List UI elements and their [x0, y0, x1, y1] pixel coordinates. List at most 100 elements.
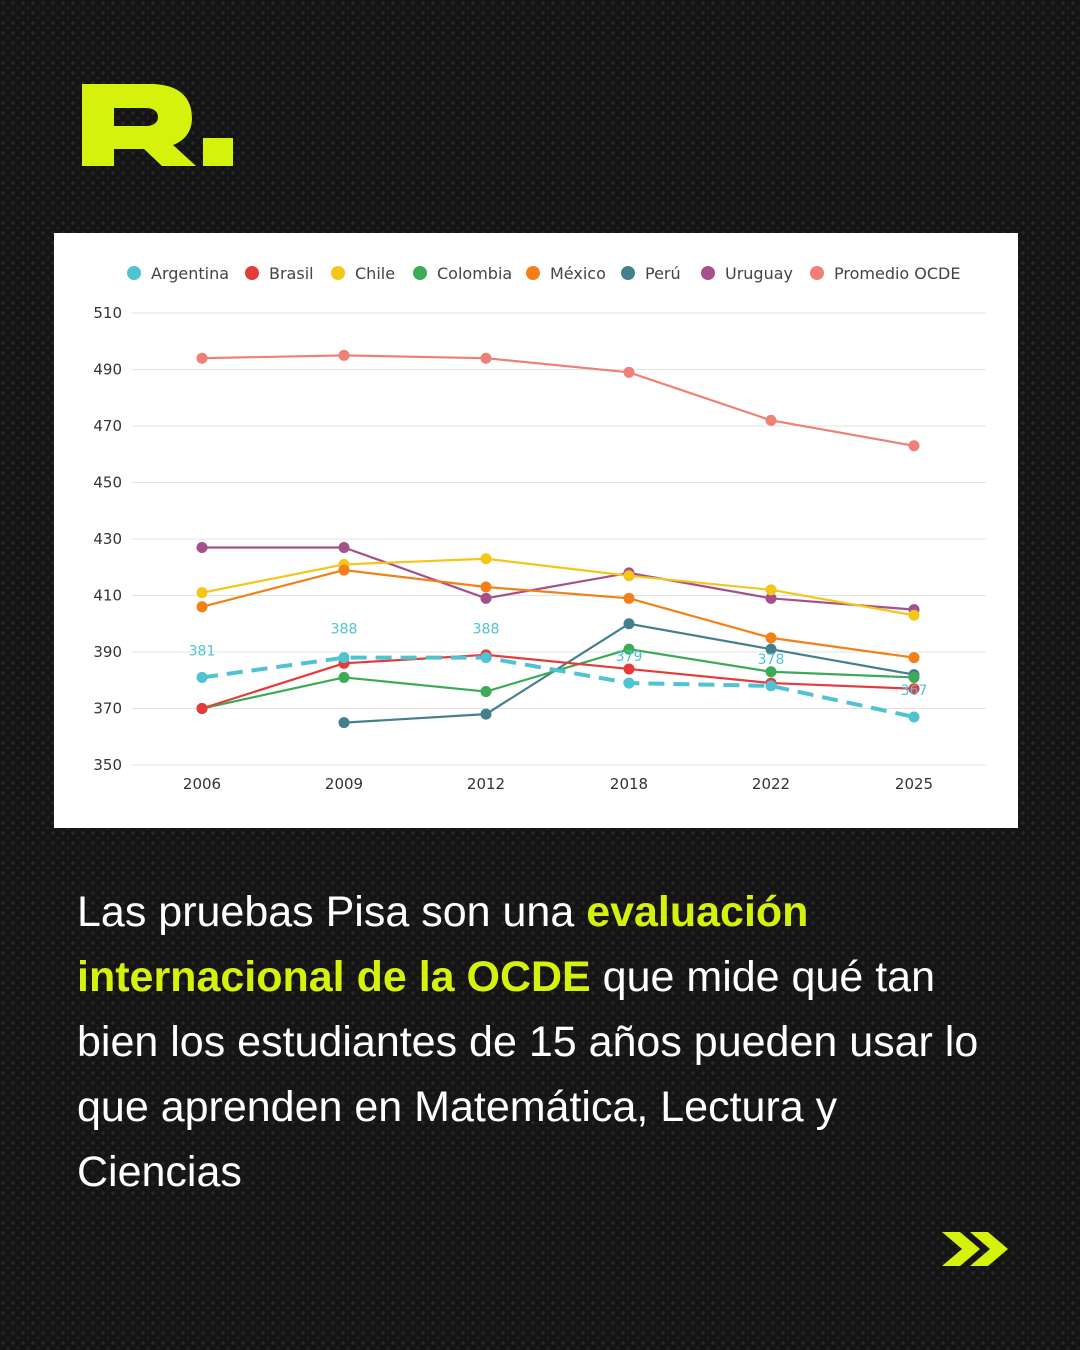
legend-item: Chile [331, 264, 395, 283]
y-tick-label: 450 [93, 474, 122, 492]
data-label: 379 [616, 649, 643, 665]
data-point [765, 592, 777, 604]
data-label: 388 [473, 622, 500, 638]
legend-label: México [550, 264, 606, 283]
legend-item: Uruguay [701, 264, 793, 283]
legend-marker [245, 266, 259, 280]
legend-marker [701, 266, 715, 280]
line-chart: 350 370 390 410 430 450 470 490 510 2006 2009 2012… [93, 264, 986, 793]
series-line [202, 546, 915, 611]
caption-highlight: evaluación internacional de la OCDE [77, 888, 809, 1001]
series-line [201, 568, 915, 659]
data-point [480, 592, 492, 604]
data-label: 378 [758, 652, 785, 668]
x-tick-label: 2012 [467, 775, 505, 793]
data-point [908, 652, 920, 664]
legend-item: Perú [621, 264, 681, 283]
legend-label: Argentina [151, 264, 229, 283]
chart-card: 350 370 390 410 430 450 470 490 510 2006 2009 2012… [54, 233, 1018, 828]
legend-item: México [526, 264, 606, 283]
legend-marker [621, 266, 635, 280]
series-line [201, 557, 915, 617]
data-point [196, 703, 208, 714]
data-point [623, 677, 635, 689]
legend-label: Perú [645, 264, 681, 283]
y-tick-label: 410 [93, 587, 122, 605]
legend-label: Promedio OCDE [834, 264, 960, 283]
data-label: 388 [331, 622, 358, 638]
data-point [480, 581, 492, 593]
data-point [196, 587, 208, 599]
data-point [480, 708, 492, 720]
y-tick-label: 430 [93, 530, 122, 548]
data-label: 381 [189, 643, 216, 659]
data-point [623, 366, 635, 378]
y-tick-label: 470 [93, 417, 122, 435]
legend-item: Brasil [245, 264, 314, 283]
data-point [623, 592, 635, 604]
series-line [201, 648, 915, 710]
caption: Las pruebas Pisa son una evaluación inte… [77, 880, 1007, 1205]
data-point [338, 652, 350, 664]
y-tick-label: 510 [93, 304, 122, 322]
data-point [196, 352, 208, 364]
data-point [908, 671, 920, 683]
data-point [623, 570, 635, 582]
brand-logo [82, 84, 233, 166]
data-point [765, 414, 777, 426]
data-point [908, 711, 920, 723]
data-point [765, 632, 777, 644]
data-point [480, 352, 492, 364]
legend-item: Colombia [413, 264, 512, 283]
data-point [480, 686, 492, 698]
x-tick-label: 2022 [752, 775, 790, 793]
double-chevron-right-icon[interactable] [940, 1228, 1012, 1270]
legend-marker [810, 266, 824, 280]
data-point [765, 666, 777, 678]
legend-label: Brasil [269, 264, 314, 283]
data-point [480, 553, 492, 565]
data-point [765, 643, 777, 655]
legend-label: Colombia [437, 264, 512, 283]
legend-label: Chile [355, 264, 395, 283]
data-point [623, 643, 635, 655]
x-tick-label: 2018 [610, 775, 648, 793]
y-tick-label: 350 [93, 756, 122, 774]
x-axis: 2006 2009 2012 2018 2022 2025 [183, 775, 933, 793]
y-tick-label: 490 [93, 361, 122, 379]
data-point [196, 601, 208, 613]
data-point [908, 683, 920, 695]
data-point [623, 618, 635, 630]
data-point [196, 541, 208, 553]
data-point [765, 680, 777, 692]
x-tick-label: 2006 [183, 775, 221, 793]
data-point [338, 349, 350, 361]
series-line [201, 653, 915, 710]
legend-marker [331, 266, 345, 280]
data-label: 367 [901, 683, 928, 699]
legend-item: Promedio OCDE [810, 264, 960, 283]
data-point [338, 564, 350, 576]
series-line [201, 655, 915, 719]
y-tick-label: 370 [93, 700, 122, 718]
legend-marker [413, 266, 427, 280]
legend-item: Argentina [127, 264, 229, 283]
data-point [908, 609, 920, 621]
legend-marker [526, 266, 540, 280]
grid-lines [132, 312, 986, 766]
legend-marker [127, 266, 141, 280]
y-axis: 350 370 390 410 430 450 470 490 510 [93, 304, 122, 774]
y-tick-label: 390 [93, 643, 122, 661]
legend-label: Uruguay [725, 264, 793, 283]
data-point [338, 717, 350, 729]
caption-part-1: Las pruebas Pisa son una [77, 888, 587, 936]
caption-part-2: que mide qué tan bien los estudiantes de… [77, 953, 979, 1196]
data-point [908, 440, 920, 452]
series-points [196, 349, 920, 729]
data-point [480, 652, 492, 664]
data-point [765, 584, 777, 596]
data-point [338, 541, 350, 553]
x-tick-label: 2025 [895, 775, 933, 793]
data-point [196, 671, 208, 683]
data-point [338, 671, 350, 683]
